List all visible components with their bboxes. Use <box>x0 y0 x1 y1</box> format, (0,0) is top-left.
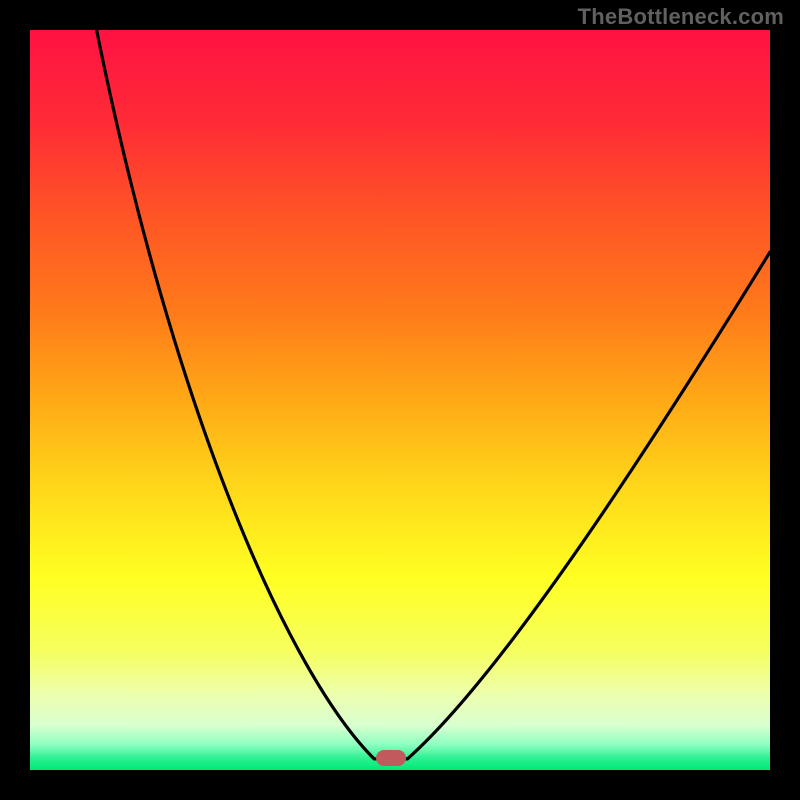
attribution-text: TheBottleneck.com <box>578 4 784 30</box>
curve-path <box>97 30 770 759</box>
optimum-marker <box>376 750 406 766</box>
bottleneck-curve <box>30 30 770 770</box>
plot-area <box>30 30 770 770</box>
chart-frame: TheBottleneck.com <box>0 0 800 800</box>
